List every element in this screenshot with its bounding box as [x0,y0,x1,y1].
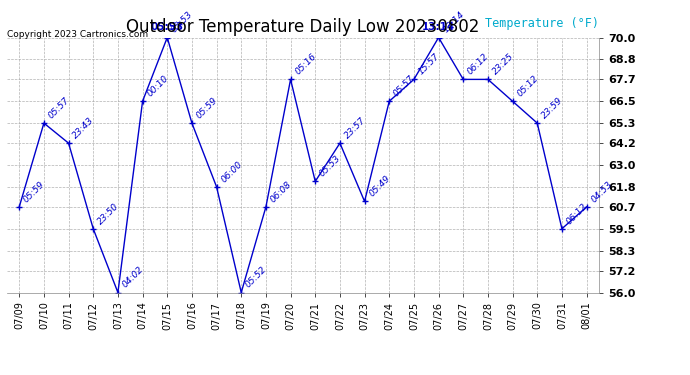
Text: 05:16: 05:16 [293,52,318,76]
Text: 05:12: 05:12 [515,74,540,99]
Text: 23:25: 23:25 [491,52,515,76]
Text: 05:59: 05:59 [22,179,47,204]
Text: 05:52: 05:52 [244,265,269,290]
Text: 05:53: 05:53 [318,154,343,178]
Text: 23:59: 23:59 [540,96,565,120]
Text: 23:57: 23:57 [343,116,368,140]
Text: 06:00: 06:00 [219,159,244,184]
Text: 04:53: 04:53 [589,179,614,204]
Text: 13:14: 13:14 [422,22,455,32]
Text: 13:14: 13:14 [442,10,466,35]
Text: 15:57: 15:57 [417,52,442,76]
Text: 23:43: 23:43 [71,116,96,140]
Text: 05:57: 05:57 [392,74,417,99]
Text: 06:12: 06:12 [466,52,491,76]
Title: Outdoor Temperature Daily Low 20230802: Outdoor Temperature Daily Low 20230802 [126,18,480,36]
Text: 04:02: 04:02 [121,265,146,290]
Text: 05:59: 05:59 [195,96,219,120]
Text: 05:57: 05:57 [47,96,72,120]
Text: 05:53: 05:53 [150,22,184,32]
Text: 00:10: 00:10 [146,74,170,99]
Text: 23:50: 23:50 [96,201,121,226]
Text: 05:53: 05:53 [170,10,195,35]
Text: 05:49: 05:49 [367,174,392,199]
Text: Copyright 2023 Cartronics.com: Copyright 2023 Cartronics.com [7,30,148,39]
Text: Temperature (°F): Temperature (°F) [485,17,599,30]
Text: 06:12: 06:12 [564,201,589,226]
Text: 06:08: 06:08 [268,179,293,204]
